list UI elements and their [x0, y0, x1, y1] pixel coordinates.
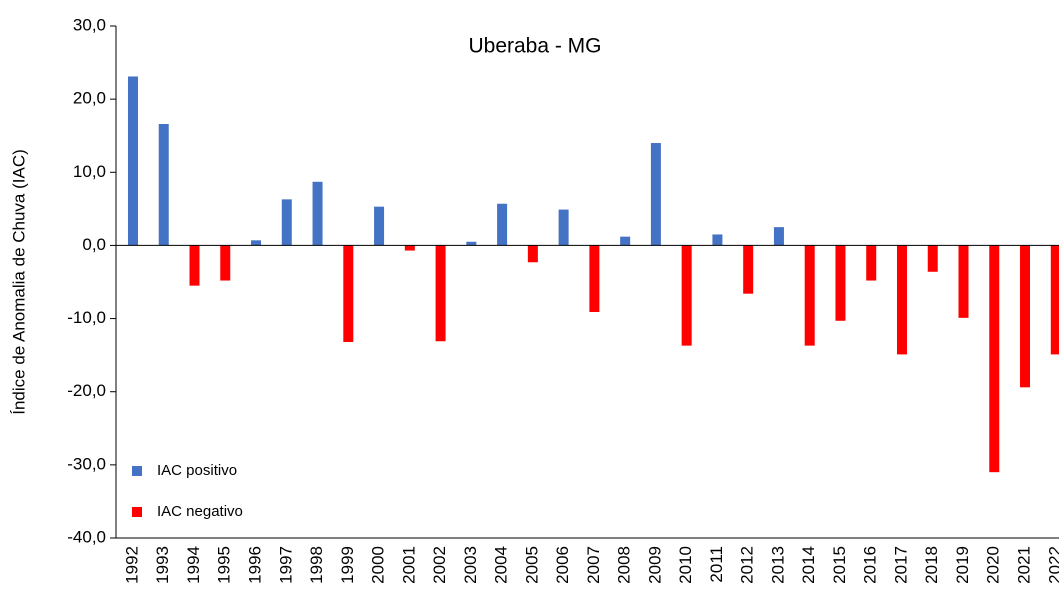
x-tick-label: 1992	[122, 546, 141, 584]
bar	[404, 245, 415, 251]
x-tick-label: 2009	[645, 546, 664, 584]
x-tick-label: 2004	[492, 546, 511, 584]
x-tick-label: 2002	[430, 546, 449, 584]
bar	[989, 245, 1000, 473]
y-tick-label: 10,0	[73, 162, 106, 181]
x-tick-label: 2010	[676, 546, 695, 584]
bar	[251, 240, 262, 246]
x-tick-label: 2000	[369, 546, 388, 584]
legend-label: IAC negativo	[157, 503, 243, 520]
bar	[281, 199, 292, 246]
chart-title: Uberaba - MG	[468, 35, 601, 58]
x-tick-label: 2020	[984, 546, 1003, 584]
y-tick-label: -30,0	[67, 454, 106, 473]
bar	[589, 245, 600, 312]
bar	[312, 181, 323, 246]
x-tick-label: 2019	[953, 546, 972, 584]
bar	[835, 245, 846, 321]
x-tick-label: 2001	[399, 546, 418, 584]
bar	[497, 203, 508, 246]
x-tick-label: 2014	[799, 546, 818, 584]
bar	[743, 245, 754, 294]
bar	[620, 236, 631, 246]
bar	[127, 76, 138, 246]
y-axis-label: Índice de Anomalia de Chuva (IAC)	[9, 149, 28, 415]
x-tick-label: 2011	[707, 546, 726, 583]
x-tick-label: 2003	[461, 546, 480, 584]
x-tick-label: 2008	[615, 546, 634, 584]
y-tick-label: -10,0	[67, 308, 106, 327]
bar	[896, 245, 907, 355]
bar	[527, 245, 538, 263]
y-tick-label: 30,0	[73, 15, 106, 34]
bar	[466, 241, 477, 246]
x-tick-label: 2006	[553, 546, 572, 584]
x-tick-label: 2018	[922, 546, 941, 584]
x-tick-label: 1993	[153, 546, 172, 584]
x-tick-label: 2022	[1045, 546, 1059, 584]
bar	[374, 206, 385, 246]
x-tick-label: 2017	[891, 546, 910, 584]
legend-swatch	[132, 507, 142, 517]
x-tick-label: 1995	[215, 546, 234, 584]
y-tick-label: -40,0	[67, 527, 106, 546]
bar	[220, 245, 231, 281]
y-tick-label: -20,0	[67, 381, 106, 400]
y-tick-label: 20,0	[73, 89, 106, 108]
x-tick-label: 1999	[338, 546, 357, 584]
legend-swatch	[132, 466, 142, 476]
bar	[1020, 245, 1031, 388]
x-tick-label: 2016	[861, 546, 880, 584]
bar	[158, 124, 169, 246]
bar	[712, 234, 723, 246]
bar	[650, 143, 661, 246]
x-tick-label: 2012	[738, 546, 757, 584]
x-tick-label: 2007	[584, 546, 603, 584]
legend-label: IAC positivo	[157, 462, 237, 479]
bar	[804, 245, 815, 346]
bar	[866, 245, 877, 281]
y-tick-label: 0,0	[82, 235, 106, 254]
x-tick-label: 1997	[276, 546, 295, 584]
bar	[558, 209, 569, 246]
x-tick-label: 2005	[522, 546, 541, 584]
bar	[681, 245, 692, 346]
x-tick-label: 2021	[1015, 546, 1034, 584]
x-tick-label: 1994	[184, 546, 203, 584]
x-tick-label: 2013	[768, 546, 787, 584]
x-tick-label: 2015	[830, 546, 849, 584]
bar	[773, 227, 784, 246]
bar	[1050, 245, 1059, 355]
bar	[435, 245, 446, 342]
x-tick-label: 1996	[246, 546, 265, 584]
bar	[927, 245, 938, 272]
bar	[958, 245, 969, 318]
bar	[343, 245, 354, 342]
bar	[189, 245, 200, 286]
x-tick-label: 1998	[307, 546, 326, 584]
